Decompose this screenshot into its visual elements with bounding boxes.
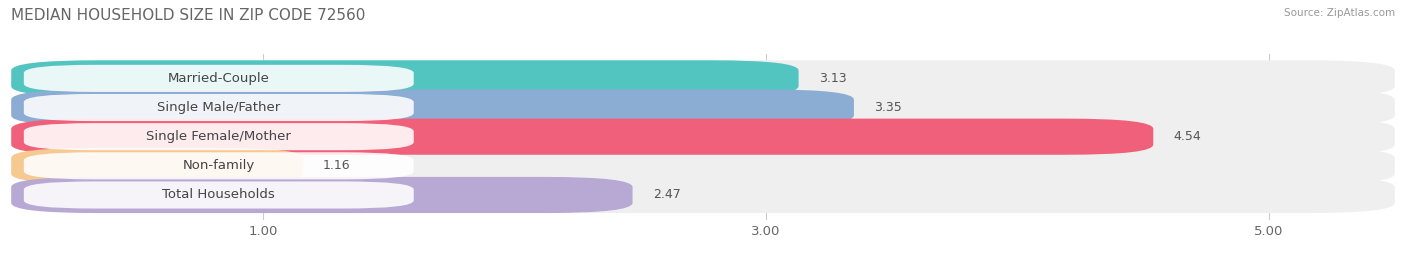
- Text: 3.13: 3.13: [818, 72, 846, 85]
- FancyBboxPatch shape: [24, 152, 413, 179]
- FancyBboxPatch shape: [11, 177, 633, 213]
- FancyBboxPatch shape: [11, 60, 1395, 96]
- FancyBboxPatch shape: [24, 123, 413, 150]
- Text: Single Male/Father: Single Male/Father: [157, 101, 280, 114]
- Text: Non-family: Non-family: [183, 159, 254, 172]
- FancyBboxPatch shape: [11, 90, 853, 126]
- Text: MEDIAN HOUSEHOLD SIZE IN ZIP CODE 72560: MEDIAN HOUSEHOLD SIZE IN ZIP CODE 72560: [11, 8, 366, 23]
- Text: 4.54: 4.54: [1174, 130, 1201, 143]
- Text: Married-Couple: Married-Couple: [167, 72, 270, 85]
- FancyBboxPatch shape: [11, 60, 799, 96]
- FancyBboxPatch shape: [24, 181, 413, 209]
- FancyBboxPatch shape: [11, 177, 1395, 213]
- Text: 2.47: 2.47: [652, 188, 681, 202]
- FancyBboxPatch shape: [11, 148, 304, 184]
- FancyBboxPatch shape: [11, 90, 1395, 126]
- FancyBboxPatch shape: [11, 119, 1395, 155]
- Text: Source: ZipAtlas.com: Source: ZipAtlas.com: [1284, 8, 1395, 18]
- FancyBboxPatch shape: [24, 94, 413, 121]
- FancyBboxPatch shape: [24, 65, 413, 92]
- Text: Total Households: Total Households: [163, 188, 276, 202]
- FancyBboxPatch shape: [11, 119, 1153, 155]
- Text: Single Female/Mother: Single Female/Mother: [146, 130, 291, 143]
- FancyBboxPatch shape: [11, 148, 1395, 184]
- Text: 3.35: 3.35: [875, 101, 901, 114]
- Text: 1.16: 1.16: [323, 159, 350, 172]
